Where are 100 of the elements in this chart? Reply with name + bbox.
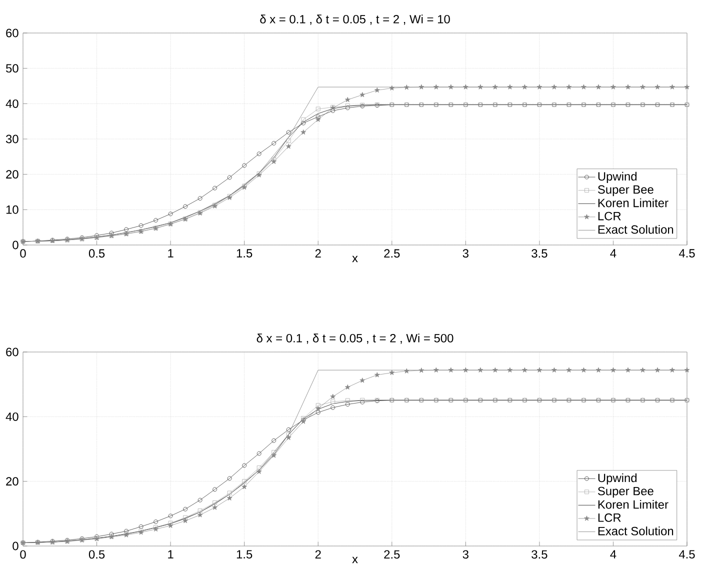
point [566, 84, 572, 90]
point [212, 500, 218, 505]
point [492, 367, 498, 372]
point [316, 106, 320, 112]
point [242, 463, 247, 468]
legend-label: Super Bee [598, 185, 654, 196]
point [271, 452, 277, 458]
x-tick-label: 1.5 [236, 249, 252, 258]
x-tick-label: 4.5 [678, 249, 695, 258]
x-tick-label: 2.5 [384, 249, 400, 258]
point [227, 476, 232, 481]
point [138, 524, 144, 529]
y-tick-label: 60 [6, 28, 18, 38]
point [522, 367, 528, 372]
x-tick-label: 2 [315, 249, 321, 258]
point [168, 520, 173, 526]
point [389, 370, 395, 375]
legend-label: Upwind [598, 473, 637, 485]
point [286, 144, 292, 149]
point [536, 367, 542, 372]
point [124, 528, 128, 534]
point [552, 367, 557, 372]
point [301, 117, 306, 122]
x-tick-label: 0 [20, 550, 26, 559]
point [242, 484, 247, 490]
point [330, 394, 336, 399]
point [272, 438, 276, 443]
x-tick-label: 0 [20, 249, 26, 258]
point [684, 367, 690, 372]
y-tick-label: 40 [6, 412, 18, 421]
x-tick-label: 2.5 [384, 550, 400, 559]
point [256, 152, 262, 156]
point [212, 487, 218, 492]
y-tick-label: 50 [6, 64, 18, 73]
point [684, 84, 690, 90]
point [226, 495, 232, 500]
x-tick-label: 3 [462, 550, 468, 559]
point [300, 129, 306, 135]
x-tick-label: 3.5 [532, 550, 548, 559]
point [463, 84, 468, 90]
legend-label: Super Bee [598, 486, 654, 498]
point [374, 87, 380, 93]
point [433, 367, 439, 372]
point [478, 84, 484, 90]
point [183, 204, 188, 209]
point [404, 84, 410, 90]
point [315, 406, 321, 411]
point [360, 92, 366, 98]
y-tick-label: 40 [6, 99, 18, 108]
point [345, 104, 350, 108]
point [198, 508, 202, 513]
x-axis-title: x [352, 556, 358, 564]
point [271, 158, 277, 164]
point [198, 498, 202, 502]
point [330, 400, 336, 404]
point [581, 84, 586, 90]
point [478, 367, 484, 372]
point [360, 378, 366, 383]
point [182, 518, 188, 524]
legend-label: Koren Limiter [598, 198, 668, 208]
point [433, 84, 439, 90]
legend-label: LCR [598, 212, 621, 220]
chart-title: δ x = 0.1 , δ t = 0.05 , t = 2 , Wi = 10 [260, 14, 450, 25]
point [272, 156, 276, 162]
point [316, 410, 320, 415]
point [566, 367, 572, 372]
legend-label: LCR [598, 513, 621, 522]
x-tick-label: 1 [168, 249, 174, 258]
point [389, 85, 395, 90]
point [404, 368, 410, 374]
point [596, 84, 602, 90]
point [536, 84, 542, 90]
point [316, 114, 320, 119]
point [198, 196, 202, 201]
point [670, 367, 675, 372]
point [610, 84, 616, 90]
point [552, 84, 557, 90]
point [183, 515, 188, 520]
point [242, 163, 247, 168]
x-tick-label: 3.5 [532, 249, 548, 258]
point [256, 466, 262, 470]
point [256, 451, 262, 456]
point [227, 490, 232, 496]
point [154, 218, 158, 222]
x-tick-label: 1 [168, 550, 174, 558]
point [625, 367, 631, 372]
point [272, 450, 276, 454]
point [522, 84, 528, 90]
point [345, 106, 350, 110]
point [581, 367, 586, 372]
point [654, 84, 660, 90]
y-tick-label: 20 [6, 477, 18, 486]
x-tick-label: 4 [610, 550, 616, 558]
x-tick-label: 2 [315, 550, 321, 559]
point [316, 403, 320, 408]
legend-label: Exact Solution [598, 526, 674, 536]
point [344, 96, 350, 102]
point [463, 367, 468, 372]
point [168, 212, 173, 216]
point [596, 367, 602, 372]
